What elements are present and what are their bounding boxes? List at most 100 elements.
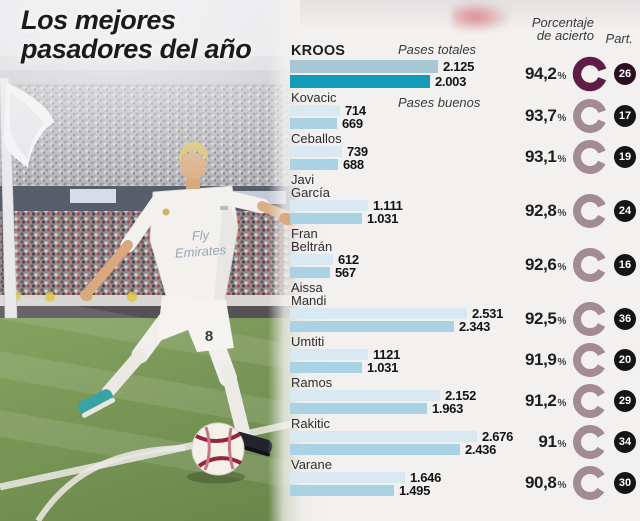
total-passes-bar-value: 2.152 <box>445 388 477 403</box>
participation-badge: 17 <box>614 105 636 127</box>
accuracy-donut-icon <box>573 425 607 459</box>
accuracy-donut-icon <box>573 466 607 500</box>
player-name: Varane <box>291 457 332 472</box>
total-passes-bar-line: 1.111 <box>290 198 636 213</box>
accuracy-donut-icon <box>573 302 607 336</box>
football <box>187 422 245 484</box>
good-passes-bar-value: 688 <box>343 157 364 172</box>
accuracy-donut-icon <box>573 343 607 377</box>
total-passes-bar <box>290 431 477 442</box>
accuracy-cluster: 90,8% 30 <box>512 465 636 501</box>
good-passes-bar-line: 1.495 <box>290 483 636 498</box>
good-passes-bar <box>290 485 394 496</box>
total-passes-bar-value: 2.531 <box>472 306 504 321</box>
good-passes-bar <box>290 213 362 224</box>
good-passes-bar-line: 567 <box>290 265 636 280</box>
total-passes-bar-value: 612 <box>338 252 359 267</box>
total-passes-bar-value: 2.125 <box>443 59 475 74</box>
total-passes-bar-line: 2.152 <box>290 388 636 403</box>
passers-chart: Porcentaje de acierto Part. Pases totale… <box>290 0 636 521</box>
total-passes-bar-value: 1.111 <box>373 198 403 213</box>
participation-badge: 34 <box>614 431 636 453</box>
good-passes-bar <box>290 321 454 332</box>
good-passes-bar-value: 1.495 <box>399 483 431 498</box>
percent-sign: % <box>557 262 567 273</box>
accuracy-cluster: 92,8% 24 <box>512 193 636 229</box>
player-rows: KROOS 2.125 2.003 94,2% 26 Kovacic 714 669 93,7%… <box>290 42 636 501</box>
player-name: KROOS <box>291 43 346 59</box>
accuracy-cluster: 92,6% 16 <box>512 247 636 283</box>
total-passes-bar <box>290 60 438 73</box>
good-passes-bar-line: 1.031 <box>290 211 636 226</box>
accuracy-cluster: 91% 34 <box>512 424 636 460</box>
total-passes-bar <box>290 472 405 483</box>
percent-sign: % <box>557 71 567 82</box>
total-passes-bar <box>290 349 368 360</box>
shorts <box>157 296 234 352</box>
player-name: Ceballos <box>291 131 342 146</box>
total-passes-bar-line: 1121 <box>290 347 636 362</box>
goal-line <box>0 416 311 491</box>
accuracy-donut-icon <box>573 248 607 282</box>
accuracy-donut-icon <box>572 56 608 92</box>
player-name: Fran Beltrán <box>291 226 333 254</box>
good-passes-bar <box>290 159 338 170</box>
good-passes-bar <box>290 403 427 414</box>
good-passes-bar-line: 2.343 <box>290 319 636 334</box>
player-row-ramos: Ramos 2.152 1.963 91,2% 29 <box>290 376 636 418</box>
good-passes-bar-line: 2.003 <box>290 74 636 89</box>
page-title: Los mejores pasadores del año <box>21 5 252 64</box>
player-row-kovacic: Kovacic 714 669 93,7% 17 <box>290 91 636 133</box>
total-passes-bar <box>290 200 368 211</box>
participation-badge: 16 <box>614 254 636 276</box>
label-pases-buenos: Pases buenos <box>398 95 481 110</box>
corner-arc <box>35 445 186 521</box>
participation-badge: 36 <box>614 308 636 330</box>
accuracy-donut-icon <box>573 140 607 174</box>
label-pases-totales: Pases totales <box>398 42 477 57</box>
player-name: Rakitic <box>291 416 331 431</box>
participation-badge: 20 <box>614 349 636 371</box>
total-passes-bar-line: 612 <box>290 252 636 267</box>
good-passes-bar <box>290 267 330 278</box>
scoreboard-blur <box>452 2 510 32</box>
total-passes-bar-value: 739 <box>347 144 368 159</box>
accuracy-cluster: 91,9% 20 <box>512 342 636 378</box>
accuracy-percentage: 92,8% <box>525 201 566 220</box>
accuracy-percentage: 92,5% <box>525 309 566 328</box>
good-passes-bar-line: 1.963 <box>290 401 636 416</box>
good-passes-bar-value: 1.031 <box>367 360 399 375</box>
total-passes-bar <box>290 146 342 157</box>
accuracy-percentage: 93,7% <box>525 106 567 125</box>
accuracy-cluster: 92,5% 36 <box>512 301 636 337</box>
title-line1: Los mejores <box>21 5 176 35</box>
percent-sign: % <box>557 357 567 368</box>
accuracy-percentage: 92,6% <box>525 255 567 274</box>
teal-boot <box>77 389 116 418</box>
total-passes-bar <box>290 254 333 265</box>
header-part: Part. <box>605 31 633 46</box>
participation-badge: 24 <box>614 200 636 222</box>
accuracy-percentage: 91,2% <box>525 391 566 410</box>
total-passes-bar-value: 1.646 <box>410 470 442 485</box>
accuracy-cluster: 93,7% 17 <box>512 98 636 134</box>
player-row-ceballos: Ceballos 739 688 93,1% 19 <box>290 131 636 174</box>
header-porcentaje-de-acierto: Porcentaje de acierto <box>531 15 594 43</box>
good-passes-bar-line: 1.031 <box>290 360 636 375</box>
percent-sign: % <box>557 113 567 124</box>
good-passes-bar-value: 1.031 <box>367 211 399 226</box>
percent-sign: % <box>557 480 567 491</box>
player-row-rakitic: Rakitic 2.676 2.436 91% 34 <box>290 416 636 459</box>
good-passes-bar-value: 2.343 <box>459 319 491 334</box>
good-passes-bar-value: 2.436 <box>465 442 497 457</box>
total-passes-bar-line: 714 <box>290 103 636 118</box>
good-passes-bar <box>290 444 460 455</box>
total-passes-bar-value: 714 <box>345 103 366 118</box>
player-row-javi-garcía: Javi García 1.111 1.031 92,8% 24 <box>290 173 636 228</box>
accuracy-donut-icon <box>573 99 607 133</box>
accuracy-percentage: 94,2% <box>525 64 567 83</box>
good-passes-bar <box>290 118 337 129</box>
total-passes-bar-line: 2.676 <box>290 429 636 444</box>
player-name: Umtiti <box>291 334 325 349</box>
